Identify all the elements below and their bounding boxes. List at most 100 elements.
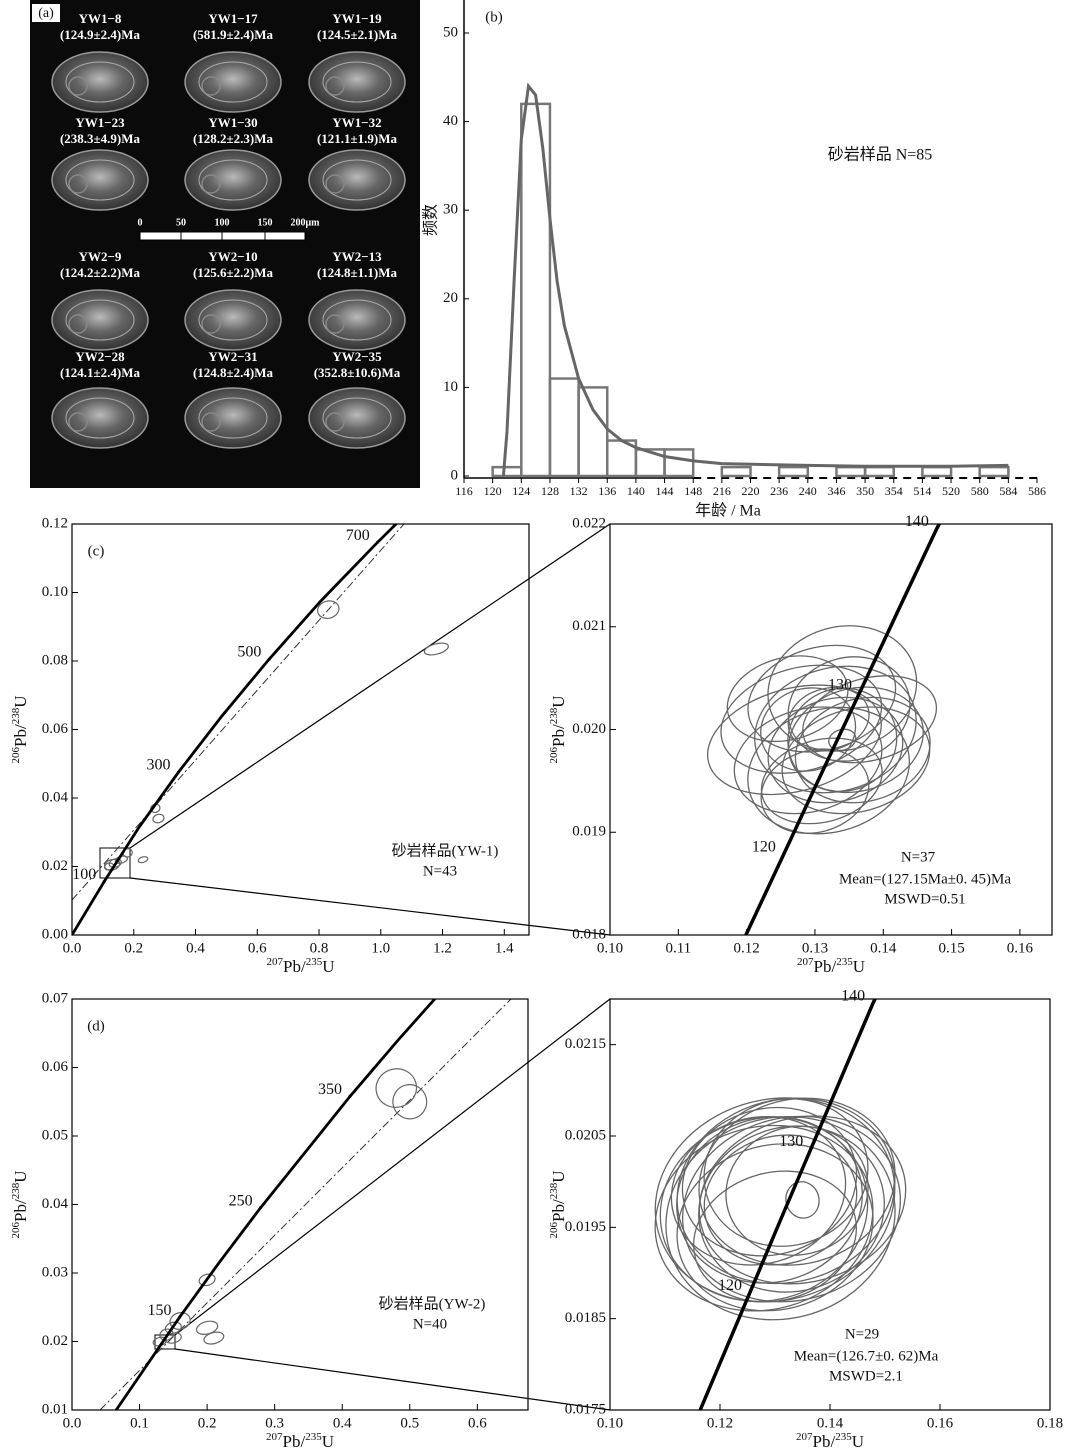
scale-label: 0 (138, 217, 143, 228)
x-tick-label: 148 (684, 484, 702, 498)
grain-name: YW1−32 (332, 115, 381, 130)
x-tick-label: 0.4 (186, 940, 205, 956)
x-tick-label: 0.16 (927, 1415, 954, 1431)
annotation: N=37 (901, 849, 936, 865)
connector (175, 999, 610, 1335)
error-ellipse (203, 1330, 225, 1346)
y-tick-label: 0 (451, 467, 459, 483)
bar (865, 467, 894, 476)
grain-age: (124.5±2.1)Ma (317, 27, 398, 42)
isotope-mass: 238 (548, 1182, 560, 1199)
scale-label: 150 (258, 217, 273, 228)
x-tick-label: 0.11 (665, 940, 691, 956)
isotope-mass: 238 (548, 707, 560, 724)
x-tick-label: 580 (971, 484, 989, 498)
panel-label: (d) (87, 1018, 105, 1034)
x-tick-label: 1.2 (433, 940, 452, 956)
annotation: N=40 (413, 1316, 447, 1332)
grain-name: YW2−28 (75, 349, 125, 364)
x-axis-label: 207Pb/235U (266, 1431, 334, 1451)
x-tick-label: 346 (827, 484, 845, 498)
grain-age: (124.1±2.4)Ma (60, 365, 141, 380)
age-mark (858, 690, 861, 693)
x-tick-label: 586 (1028, 484, 1046, 498)
grain-name: YW2−31 (208, 349, 257, 364)
y-tick-label: 0.01 (42, 1401, 68, 1417)
age-label: 140 (841, 988, 865, 1005)
grain-name: YW1−17 (208, 11, 258, 26)
age-label: 350 (318, 1081, 342, 1098)
age-label: 120 (718, 1277, 742, 1294)
panel-label: (a) (38, 6, 54, 21)
age-label: 300 (147, 757, 171, 774)
grain-name: YW1−23 (75, 115, 125, 130)
grain-age: (352.8±10.6)Ma (314, 365, 401, 380)
bar (980, 467, 1009, 476)
isotope-mass: 206 (548, 746, 560, 763)
error-ellipse (138, 856, 149, 864)
grain-name: YW1−8 (79, 11, 122, 26)
y-tick-label: 0.00 (42, 926, 68, 942)
y-tick-label: 0.08 (42, 652, 68, 668)
connector (130, 878, 610, 935)
x-tick-label: 144 (656, 484, 674, 498)
x-tick-label: 0.2 (124, 940, 143, 956)
grain-age: (124.2±2.2)Ma (60, 265, 141, 280)
x-tick-label: 132 (570, 484, 588, 498)
plot-area (113, 983, 449, 1414)
y-tick-label: 0.0175 (565, 1401, 606, 1417)
age-label: 130 (779, 1133, 803, 1150)
bar (922, 467, 951, 476)
plot-area (632, 990, 925, 1410)
isotope-mass: 206 (10, 1221, 22, 1238)
concordia-curve (700, 990, 879, 1410)
element: Pb/ (11, 1199, 30, 1222)
annotation: MSWD=0.51 (884, 891, 965, 907)
y-tick-label: 0.06 (42, 1059, 69, 1075)
y-tick-label: 0.0205 (565, 1127, 606, 1143)
y-tick-label: 30 (443, 202, 458, 218)
age-label: 250 (229, 1192, 253, 1209)
isotope-mass: 235 (835, 1431, 852, 1443)
isotope-mass: 235 (305, 1431, 322, 1443)
bar (579, 387, 608, 476)
annotation: 砂岩样品 N=85 (828, 146, 933, 164)
age-mark (177, 770, 180, 773)
x-tick-label: 0.10 (597, 1415, 623, 1431)
error-ellipse (372, 1064, 421, 1112)
age-mark (349, 1095, 352, 1098)
y-axis-label: 206Pb/238U (10, 1171, 30, 1239)
x-tick-label: 0.0 (63, 940, 82, 956)
x-tick-label: 0.13 (802, 940, 828, 956)
age-mark (782, 852, 785, 855)
isotope-mass: 207 (797, 956, 814, 968)
y-tick-label: 0.10 (42, 584, 68, 600)
x-tick-label: 0.6 (468, 1415, 487, 1431)
age-mark (268, 657, 271, 660)
y-tick-label: 0.018 (572, 926, 606, 942)
x-tick-label: 514 (913, 484, 931, 498)
element: Pb/ (283, 957, 306, 976)
element: U (549, 1171, 568, 1183)
element: Pb/ (814, 957, 837, 976)
y-tick-label: 0.02 (42, 1333, 68, 1349)
scale-label: 100 (215, 217, 230, 228)
annotation: Mean=(127.15Ma±0. 45)Ma (839, 871, 1011, 887)
grain-name: YW2−13 (332, 249, 382, 264)
grain-name: YW2−10 (208, 249, 257, 264)
x-tick-label: 240 (799, 484, 817, 498)
x-tick-label: 236 (770, 484, 788, 498)
age-mark (748, 1291, 751, 1294)
isotope-mass: 238 (10, 707, 22, 724)
element: U (549, 696, 568, 708)
age-mark (376, 541, 379, 544)
x-tick-label: 220 (742, 484, 760, 498)
y-tick-label: 0.05 (42, 1127, 68, 1143)
y-tick-label: 0.019 (572, 824, 606, 840)
bar (836, 467, 865, 476)
figure: (a) YW1−8(124.9±2.4)MaYW1−17(581.9±2.4)M… (0, 0, 1074, 1455)
y-tick-label: 0.0195 (565, 1219, 606, 1235)
annotation: 砂岩样品(YW-2) (379, 1295, 486, 1312)
grain-age: (128.2±2.3)Ma (193, 131, 274, 146)
grain-age: (125.6±2.2)Ma (193, 265, 274, 280)
